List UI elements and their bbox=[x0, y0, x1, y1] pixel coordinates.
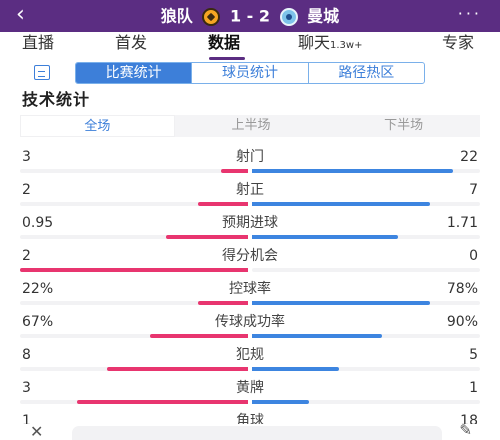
stat-row: 3 射门 22 bbox=[0, 147, 500, 180]
away-value: 22 bbox=[460, 149, 478, 165]
stat-row: 8 犯规 5 bbox=[0, 345, 500, 378]
stat-label: 传球成功率 bbox=[215, 314, 285, 330]
stats-icon bbox=[34, 65, 50, 80]
away-bar bbox=[252, 400, 309, 404]
away-bar bbox=[252, 367, 339, 371]
home-value: 3 bbox=[22, 380, 31, 396]
away-value: 1 bbox=[469, 380, 478, 396]
away-track bbox=[252, 268, 480, 272]
away-value: 78% bbox=[446, 281, 478, 297]
stat-label: 犯规 bbox=[236, 347, 264, 363]
tab-stats[interactable]: 数据 bbox=[208, 33, 241, 52]
close-icon[interactable]: ✕ bbox=[30, 422, 44, 440]
more-dots-icon[interactable]: ··· bbox=[457, 4, 482, 23]
tab-experts[interactable]: 专家 bbox=[442, 33, 475, 52]
home-track bbox=[20, 367, 248, 371]
match-title: 狼队 1 - 2 曼城 bbox=[0, 6, 500, 27]
home-bar bbox=[106, 367, 248, 371]
away-track bbox=[252, 235, 480, 239]
main-tabs: 直播 首发 数据 聊天1.3w+ 专家 bbox=[0, 32, 500, 60]
stat-mode-bar: 比赛统计 球员统计 路径热区 bbox=[0, 62, 500, 84]
away-value: 7 bbox=[469, 182, 478, 198]
home-value: 67% bbox=[22, 314, 54, 330]
home-bar bbox=[197, 202, 248, 206]
period-second-half[interactable]: 下半场 bbox=[384, 118, 424, 133]
home-bar bbox=[77, 400, 248, 404]
stat-mode-switch: 比赛统计 球员统计 路径热区 bbox=[75, 62, 425, 84]
active-tab-indicator bbox=[209, 57, 245, 60]
away-bar bbox=[252, 169, 453, 173]
stat-row: 0.95 预期进球 1.71 bbox=[0, 213, 500, 246]
away-value: 1.71 bbox=[446, 215, 478, 231]
home-track bbox=[20, 400, 248, 404]
back-icon[interactable]: ‹ bbox=[16, 2, 25, 27]
home-bar bbox=[197, 301, 248, 305]
away-track bbox=[252, 334, 480, 338]
tab-live[interactable]: 直播 bbox=[22, 33, 55, 52]
home-track bbox=[20, 301, 248, 305]
section-title: 技术统计 bbox=[22, 90, 91, 109]
away-value: 5 bbox=[469, 347, 478, 363]
away-track bbox=[252, 202, 480, 206]
away-value: 90% bbox=[446, 314, 478, 330]
stat-label: 预期进球 bbox=[222, 215, 278, 231]
wolves-crest-icon bbox=[202, 7, 221, 26]
home-track bbox=[20, 334, 248, 338]
home-track bbox=[20, 235, 248, 239]
stat-label: 控球率 bbox=[229, 281, 271, 297]
period-full[interactable]: 全场 bbox=[20, 115, 175, 137]
stat-label: 射正 bbox=[236, 182, 264, 198]
period-tabs: 全场 上半场 下半场 bbox=[20, 115, 480, 137]
home-value: 3 bbox=[22, 149, 31, 165]
stat-row: 2 射正 7 bbox=[0, 180, 500, 213]
home-value: 22% bbox=[22, 281, 54, 297]
tab-chat[interactable]: 聊天1.3w+ bbox=[298, 33, 363, 52]
stat-label: 黄牌 bbox=[236, 380, 264, 396]
mode-player-stats[interactable]: 球员统计 bbox=[191, 63, 307, 83]
match-header: ‹ 狼队 1 - 2 曼城 ··· bbox=[0, 0, 500, 32]
away-bar bbox=[252, 202, 430, 206]
away-bar bbox=[252, 301, 430, 305]
comment-input[interactable] bbox=[72, 426, 442, 440]
home-track bbox=[20, 169, 248, 173]
home-bar bbox=[165, 235, 248, 239]
match-score: 1 - 2 bbox=[229, 6, 271, 26]
stat-row: 3 黄牌 1 bbox=[0, 378, 500, 411]
period-first-half[interactable]: 上半场 bbox=[231, 118, 271, 133]
away-bar bbox=[252, 334, 382, 338]
home-team-name: 狼队 bbox=[160, 6, 193, 26]
stat-label: 射门 bbox=[236, 149, 264, 165]
home-value: 0.95 bbox=[22, 215, 54, 231]
stat-label: 得分机会 bbox=[222, 248, 278, 264]
home-bar bbox=[149, 334, 248, 338]
city-crest-icon bbox=[279, 7, 298, 26]
home-bar bbox=[220, 169, 248, 173]
home-value: 2 bbox=[22, 248, 31, 264]
home-track bbox=[20, 268, 248, 272]
mode-match-stats[interactable]: 比赛统计 bbox=[76, 63, 192, 83]
home-value: 1 bbox=[22, 413, 31, 429]
home-value: 2 bbox=[22, 182, 31, 198]
home-track bbox=[20, 202, 248, 206]
away-value: 0 bbox=[469, 248, 478, 264]
bottom-bar: ✕ ✎ bbox=[0, 421, 500, 440]
stat-row: 67% 传球成功率 90% bbox=[0, 312, 500, 345]
mode-heat-zones[interactable]: 路径热区 bbox=[307, 63, 424, 83]
away-bar bbox=[252, 235, 398, 239]
home-bar bbox=[20, 268, 248, 272]
away-track bbox=[252, 400, 480, 404]
away-track bbox=[252, 169, 480, 173]
chat-count: 1.3w+ bbox=[330, 40, 363, 51]
tab-lineup[interactable]: 首发 bbox=[115, 33, 148, 52]
pen-icon[interactable]: ✎ bbox=[459, 421, 472, 439]
away-track bbox=[252, 367, 480, 371]
away-track bbox=[252, 301, 480, 305]
away-team-name: 曼城 bbox=[307, 6, 340, 26]
stat-row: 22% 控球率 78% bbox=[0, 279, 500, 312]
home-value: 8 bbox=[22, 347, 31, 363]
stat-row: 2 得分机会 0 bbox=[0, 246, 500, 279]
